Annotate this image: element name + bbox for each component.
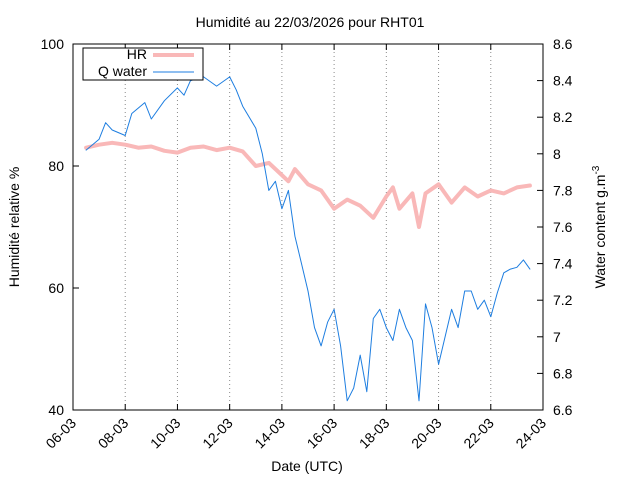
legend: HR Q water: [82, 46, 204, 81]
legend-label-hr: HR: [127, 46, 147, 62]
x-tick-label: 14-03: [251, 415, 288, 452]
y-left-tick-label: 100: [41, 36, 65, 52]
y-right-tick-label: 6.6: [553, 402, 573, 418]
chart-title: Humidité au 22/03/2026 pour RHT01: [196, 14, 425, 30]
y-right-tick-label: 7.6: [553, 219, 573, 235]
x-tick-label: 08-03: [95, 415, 132, 452]
legend-label-q-water: Q water: [98, 63, 147, 79]
y-right-tick-label: 7.2: [553, 292, 573, 308]
x-axis-label: Date (UTC): [271, 458, 343, 474]
y-left-tick-label: 80: [48, 158, 64, 174]
x-tick-label: 06-03: [42, 415, 79, 452]
y-right-tick-label: 7: [553, 329, 561, 345]
y-left-tick-label: 60: [48, 280, 64, 296]
y-right-tick-label: 6.8: [553, 365, 573, 381]
y-right-tick-label: 7.8: [553, 182, 573, 198]
y-left-tick-label: 40: [48, 402, 64, 418]
y-right-axis-label-exponent: -3: [591, 165, 602, 174]
x-tick-label: 20-03: [408, 415, 445, 452]
y-right-axis-label-text: Water content g.m: [592, 175, 608, 289]
series-layer: [84, 76, 532, 402]
y-right-axis-label: Water content g.m-3: [591, 165, 608, 288]
y-left-axis-label: Humidité relative %: [6, 167, 22, 288]
x-axis: 06-03 08-03 10-03 12-03 14-03 16-03 18-03 20-03…: [42, 44, 549, 451]
x-tick-label: 16-03: [304, 415, 341, 452]
plot-frame: [72, 43, 544, 411]
x-tick-label: 18-03: [356, 415, 393, 452]
y-right-tick-label: 8.4: [553, 73, 573, 89]
x-tick-label: 22-03: [460, 415, 497, 452]
y-right-axis: 6.6 6.8 7 7.2 7.4 7.6 7.8 8 8.2 8.4 8.6: [537, 36, 573, 418]
x-tick-label: 12-03: [199, 415, 236, 452]
y-right-tick-label: 8.6: [553, 36, 573, 52]
x-tick-label: 24-03: [512, 415, 549, 452]
x-tick-label: 10-03: [147, 415, 184, 452]
series-line-q-water: [85, 76, 531, 402]
y-right-tick-label: 7.4: [553, 256, 573, 272]
y-right-tick-label: 8: [553, 146, 561, 162]
series-line-hr: [84, 140, 532, 229]
vertical-grid: [124, 44, 492, 410]
y-left-axis: 40 60 80 100: [41, 36, 79, 418]
y-right-tick-label: 8.2: [553, 109, 573, 125]
